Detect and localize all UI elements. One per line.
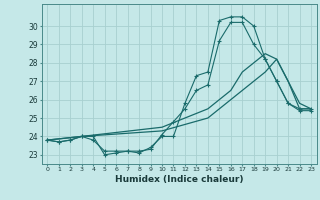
X-axis label: Humidex (Indice chaleur): Humidex (Indice chaleur)	[115, 175, 244, 184]
